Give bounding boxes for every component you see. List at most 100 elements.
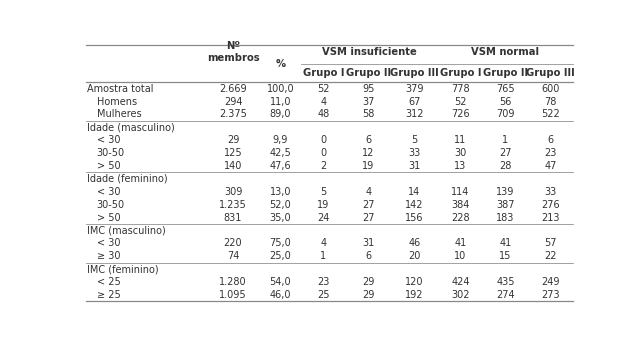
Text: 765: 765 xyxy=(496,84,515,94)
Text: Mulheres: Mulheres xyxy=(96,109,141,119)
Text: 192: 192 xyxy=(405,290,424,300)
Text: 46: 46 xyxy=(408,238,420,248)
Text: 30-50: 30-50 xyxy=(96,148,124,158)
Text: Grupo I: Grupo I xyxy=(440,68,481,78)
Text: 22: 22 xyxy=(544,251,556,261)
Text: 25: 25 xyxy=(317,290,330,300)
Text: Idade (feminino): Idade (feminino) xyxy=(87,174,167,184)
Text: 140: 140 xyxy=(224,161,242,171)
Text: 213: 213 xyxy=(541,213,560,223)
Text: 139: 139 xyxy=(496,187,515,197)
Text: < 30: < 30 xyxy=(96,135,120,145)
Text: Grupo I: Grupo I xyxy=(302,68,344,78)
Text: 100,0: 100,0 xyxy=(267,84,294,94)
Text: 41: 41 xyxy=(500,238,512,248)
Text: ≥ 25: ≥ 25 xyxy=(96,290,121,300)
Text: 424: 424 xyxy=(451,277,470,287)
Text: 6: 6 xyxy=(366,251,371,261)
Text: 30-50: 30-50 xyxy=(96,200,124,210)
Text: Idade (masculino): Idade (masculino) xyxy=(87,122,174,132)
Text: 13,0: 13,0 xyxy=(269,187,291,197)
Text: 35,0: 35,0 xyxy=(269,213,291,223)
Text: 20: 20 xyxy=(408,251,420,261)
Text: 142: 142 xyxy=(405,200,424,210)
Text: 25,0: 25,0 xyxy=(269,251,291,261)
Text: IMC (masculino): IMC (masculino) xyxy=(87,225,165,235)
Text: < 25: < 25 xyxy=(96,277,121,287)
Text: 19: 19 xyxy=(362,161,375,171)
Text: 10: 10 xyxy=(454,251,466,261)
Text: Nº
membros: Nº membros xyxy=(207,41,260,62)
Text: Homens: Homens xyxy=(96,97,137,107)
Text: 15: 15 xyxy=(499,251,512,261)
Text: 52,0: 52,0 xyxy=(269,200,291,210)
Text: > 50: > 50 xyxy=(96,161,120,171)
Text: 31: 31 xyxy=(408,161,420,171)
Text: > 50: > 50 xyxy=(96,213,120,223)
Text: 19: 19 xyxy=(317,200,330,210)
Text: 57: 57 xyxy=(544,238,556,248)
Text: 114: 114 xyxy=(451,187,470,197)
Text: Grupo II: Grupo II xyxy=(346,68,391,78)
Text: 600: 600 xyxy=(541,84,560,94)
Text: 23: 23 xyxy=(544,148,556,158)
Text: Grupo III: Grupo III xyxy=(526,68,575,78)
Text: 274: 274 xyxy=(496,290,515,300)
Text: 831: 831 xyxy=(224,213,242,223)
Text: 5: 5 xyxy=(412,135,417,145)
Text: 89,0: 89,0 xyxy=(269,109,291,119)
Text: 33: 33 xyxy=(544,187,556,197)
Text: 9,9: 9,9 xyxy=(272,135,288,145)
Text: 14: 14 xyxy=(408,187,420,197)
Text: 6: 6 xyxy=(366,135,371,145)
Text: 384: 384 xyxy=(451,200,470,210)
Text: 6: 6 xyxy=(547,135,553,145)
Text: 183: 183 xyxy=(496,213,515,223)
Text: 24: 24 xyxy=(317,213,330,223)
Text: 302: 302 xyxy=(451,290,470,300)
Text: 28: 28 xyxy=(499,161,512,171)
Text: 27: 27 xyxy=(362,200,375,210)
Text: 2: 2 xyxy=(320,161,327,171)
Text: 4: 4 xyxy=(366,187,371,197)
Text: 56: 56 xyxy=(499,97,512,107)
Text: Grupo III: Grupo III xyxy=(390,68,439,78)
Text: 2.669: 2.669 xyxy=(219,84,247,94)
Text: %: % xyxy=(275,59,285,69)
Text: 95: 95 xyxy=(362,84,375,94)
Text: 29: 29 xyxy=(227,135,239,145)
Text: 1: 1 xyxy=(502,135,508,145)
Text: IMC (feminino): IMC (feminino) xyxy=(87,264,158,274)
Text: 41: 41 xyxy=(454,238,466,248)
Text: 30: 30 xyxy=(454,148,466,158)
Text: 23: 23 xyxy=(317,277,330,287)
Text: 778: 778 xyxy=(451,84,470,94)
Text: 1.235: 1.235 xyxy=(219,200,247,210)
Text: 5: 5 xyxy=(320,187,327,197)
Text: Grupo II: Grupo II xyxy=(483,68,528,78)
Text: 709: 709 xyxy=(496,109,515,119)
Text: 120: 120 xyxy=(405,277,424,287)
Text: VSM normal: VSM normal xyxy=(471,47,539,57)
Text: 726: 726 xyxy=(451,109,470,119)
Text: 11: 11 xyxy=(454,135,466,145)
Text: 47,6: 47,6 xyxy=(269,161,291,171)
Text: 11,0: 11,0 xyxy=(269,97,291,107)
Text: 47: 47 xyxy=(544,161,556,171)
Text: 13: 13 xyxy=(454,161,466,171)
Text: 294: 294 xyxy=(224,97,242,107)
Text: 27: 27 xyxy=(362,213,375,223)
Text: < 30: < 30 xyxy=(96,238,120,248)
Text: 27: 27 xyxy=(499,148,512,158)
Text: 29: 29 xyxy=(362,290,375,300)
Text: 228: 228 xyxy=(451,213,470,223)
Text: 276: 276 xyxy=(541,200,560,210)
Text: 4: 4 xyxy=(320,97,327,107)
Text: 33: 33 xyxy=(408,148,420,158)
Text: 125: 125 xyxy=(224,148,242,158)
Text: 74: 74 xyxy=(227,251,239,261)
Text: 37: 37 xyxy=(362,97,375,107)
Text: 58: 58 xyxy=(362,109,375,119)
Text: 54,0: 54,0 xyxy=(269,277,291,287)
Text: 46,0: 46,0 xyxy=(269,290,291,300)
